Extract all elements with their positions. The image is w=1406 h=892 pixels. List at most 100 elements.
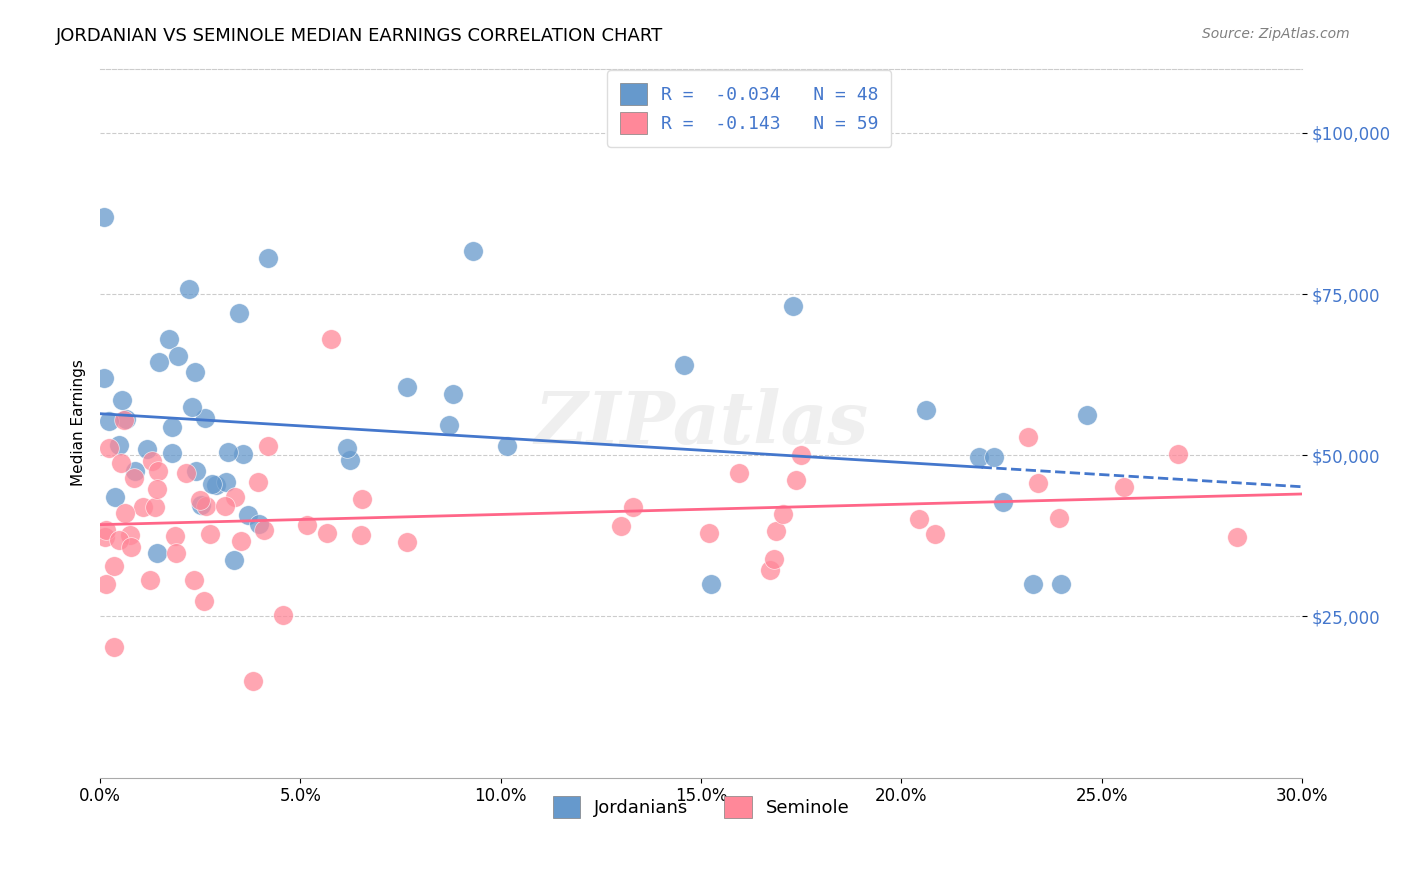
Legend: Jordanians, Seminole: Jordanians, Seminole (546, 789, 856, 825)
Jordanians (993, 495, 1015, 509)
Jordanians (157, 332, 180, 346)
Jordanians (915, 403, 938, 417)
Text: Source: ZipAtlas.com: Source: ZipAtlas.com (1202, 27, 1350, 41)
Jordanians (160, 420, 183, 434)
Jordanians (160, 445, 183, 459)
Jordanians (205, 477, 228, 491)
Y-axis label: Median Earnings: Median Earnings (72, 359, 86, 486)
Jordanians (336, 441, 359, 455)
Jordanians (104, 490, 127, 504)
Seminole (242, 673, 264, 688)
Jordanians (93, 371, 115, 385)
Seminole (257, 439, 280, 453)
Jordanians (1050, 577, 1073, 591)
Seminole (610, 519, 633, 533)
Seminole (321, 332, 343, 346)
Jordanians (339, 453, 361, 467)
Jordanians (167, 349, 190, 363)
Seminole (183, 573, 205, 587)
Seminole (1047, 510, 1070, 524)
Jordanians (107, 438, 129, 452)
Seminole (352, 491, 374, 506)
Seminole (214, 499, 236, 513)
Seminole (103, 640, 125, 654)
Seminole (132, 500, 155, 515)
Jordanians (215, 475, 238, 489)
Jordanians (124, 464, 146, 478)
Seminole (621, 500, 644, 514)
Seminole (112, 413, 135, 427)
Seminole (146, 482, 169, 496)
Jordanians (98, 414, 121, 428)
Jordanians (190, 498, 212, 512)
Seminole (246, 475, 269, 490)
Jordanians (186, 464, 208, 478)
Seminole (772, 507, 794, 521)
Seminole (94, 577, 117, 591)
Seminole (785, 474, 807, 488)
Jordanians (93, 210, 115, 224)
Seminole (765, 524, 787, 538)
Jordanians (146, 546, 169, 560)
Seminole (295, 518, 318, 533)
Seminole (176, 466, 198, 480)
Jordanians (437, 418, 460, 433)
Seminole (253, 524, 276, 538)
Seminole (96, 523, 118, 537)
Seminole (790, 449, 813, 463)
Jordanians (224, 552, 246, 566)
Seminole (165, 545, 187, 559)
Jordanians (177, 283, 200, 297)
Jordanians (672, 358, 695, 372)
Seminole (1226, 530, 1249, 544)
Seminole (924, 526, 946, 541)
Jordanians (782, 299, 804, 313)
Seminole (1017, 429, 1039, 443)
Jordanians (967, 450, 990, 464)
Seminole (165, 529, 187, 543)
Seminole (907, 512, 929, 526)
Seminole (727, 466, 749, 480)
Seminole (124, 471, 146, 485)
Jordanians (232, 447, 254, 461)
Jordanians (217, 444, 239, 458)
Seminole (1167, 447, 1189, 461)
Seminole (103, 558, 125, 573)
Seminole (138, 574, 160, 588)
Seminole (231, 533, 253, 548)
Seminole (396, 535, 419, 549)
Jordanians (257, 251, 280, 265)
Seminole (697, 525, 720, 540)
Jordanians (194, 411, 217, 425)
Jordanians (1076, 409, 1098, 423)
Seminole (97, 442, 120, 456)
Seminole (114, 506, 136, 520)
Seminole (315, 526, 337, 541)
Seminole (118, 528, 141, 542)
Seminole (110, 456, 132, 470)
Seminole (350, 527, 373, 541)
Seminole (224, 490, 246, 504)
Seminole (195, 500, 218, 514)
Jordanians (148, 355, 170, 369)
Jordanians (184, 365, 207, 379)
Jordanians (461, 244, 484, 259)
Seminole (193, 593, 215, 607)
Seminole (1114, 480, 1136, 494)
Seminole (120, 540, 142, 554)
Jordanians (111, 392, 134, 407)
Seminole (93, 530, 115, 544)
Seminole (188, 493, 211, 508)
Seminole (141, 454, 163, 468)
Seminole (763, 552, 786, 566)
Jordanians (236, 508, 259, 523)
Jordanians (136, 442, 159, 457)
Jordanians (181, 401, 204, 415)
Seminole (198, 526, 221, 541)
Jordanians (699, 577, 721, 591)
Jordanians (247, 516, 270, 531)
Jordanians (201, 476, 224, 491)
Seminole (271, 607, 294, 622)
Jordanians (495, 439, 517, 453)
Jordanians (228, 306, 250, 320)
